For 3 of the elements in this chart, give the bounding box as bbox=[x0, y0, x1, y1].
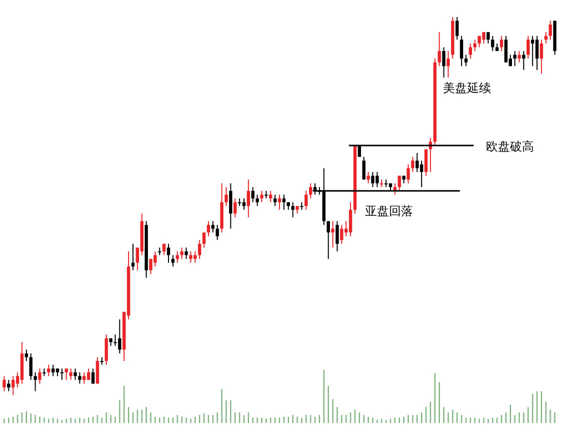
ref-line-label: 欧盘破高 bbox=[486, 140, 534, 154]
ref-line-label: 亚盘回落 bbox=[364, 204, 413, 218]
annotation: 美盘延续 bbox=[443, 81, 491, 95]
